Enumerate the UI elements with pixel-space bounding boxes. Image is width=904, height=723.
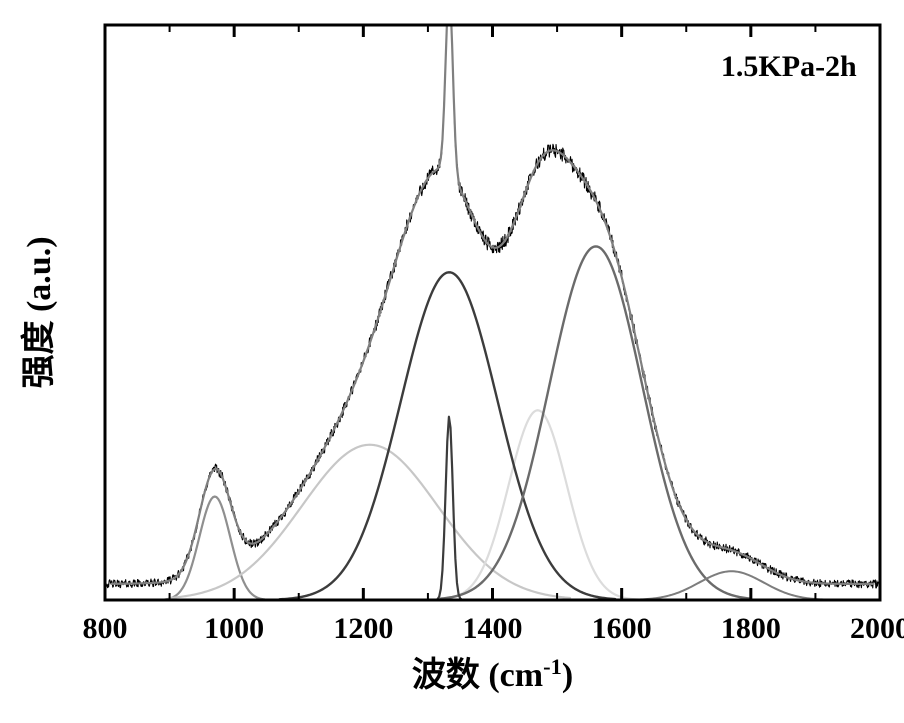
series-raw-spectrum (105, 0, 880, 588)
series-peak-1560-g-band (441, 246, 751, 598)
chart-container: 800 1000 1200 1400 1600 1800 2000 波数 (cm-1) 强度 (… (0, 0, 904, 723)
x-tick-label: 1000 (204, 612, 264, 645)
x-tick-label: 1800 (721, 612, 781, 645)
x-tick-label: 1600 (592, 612, 652, 645)
series-peak-1210-broad (170, 445, 570, 598)
plot-border (105, 25, 880, 600)
series-peak-970 (144, 497, 286, 601)
series-fit-envelope (111, 0, 873, 584)
series-peak-1333-narrow (431, 417, 467, 600)
series-group (105, 0, 880, 600)
x-tick-label: 1200 (333, 612, 393, 645)
x-axis-title: 波数 (cm-1) (412, 654, 573, 694)
x-tick-label: 2000 (850, 612, 904, 645)
x-tick-label: 800 (83, 612, 128, 645)
spectrum-chart: 800 1000 1200 1400 1600 1800 2000 波数 (cm-1) 强度 (… (0, 0, 904, 723)
x-tick-label: 1400 (463, 612, 523, 645)
y-axis-title: 强度 (a.u.) (20, 236, 58, 388)
annotation-label: 1.5KPa-2h (721, 50, 857, 83)
